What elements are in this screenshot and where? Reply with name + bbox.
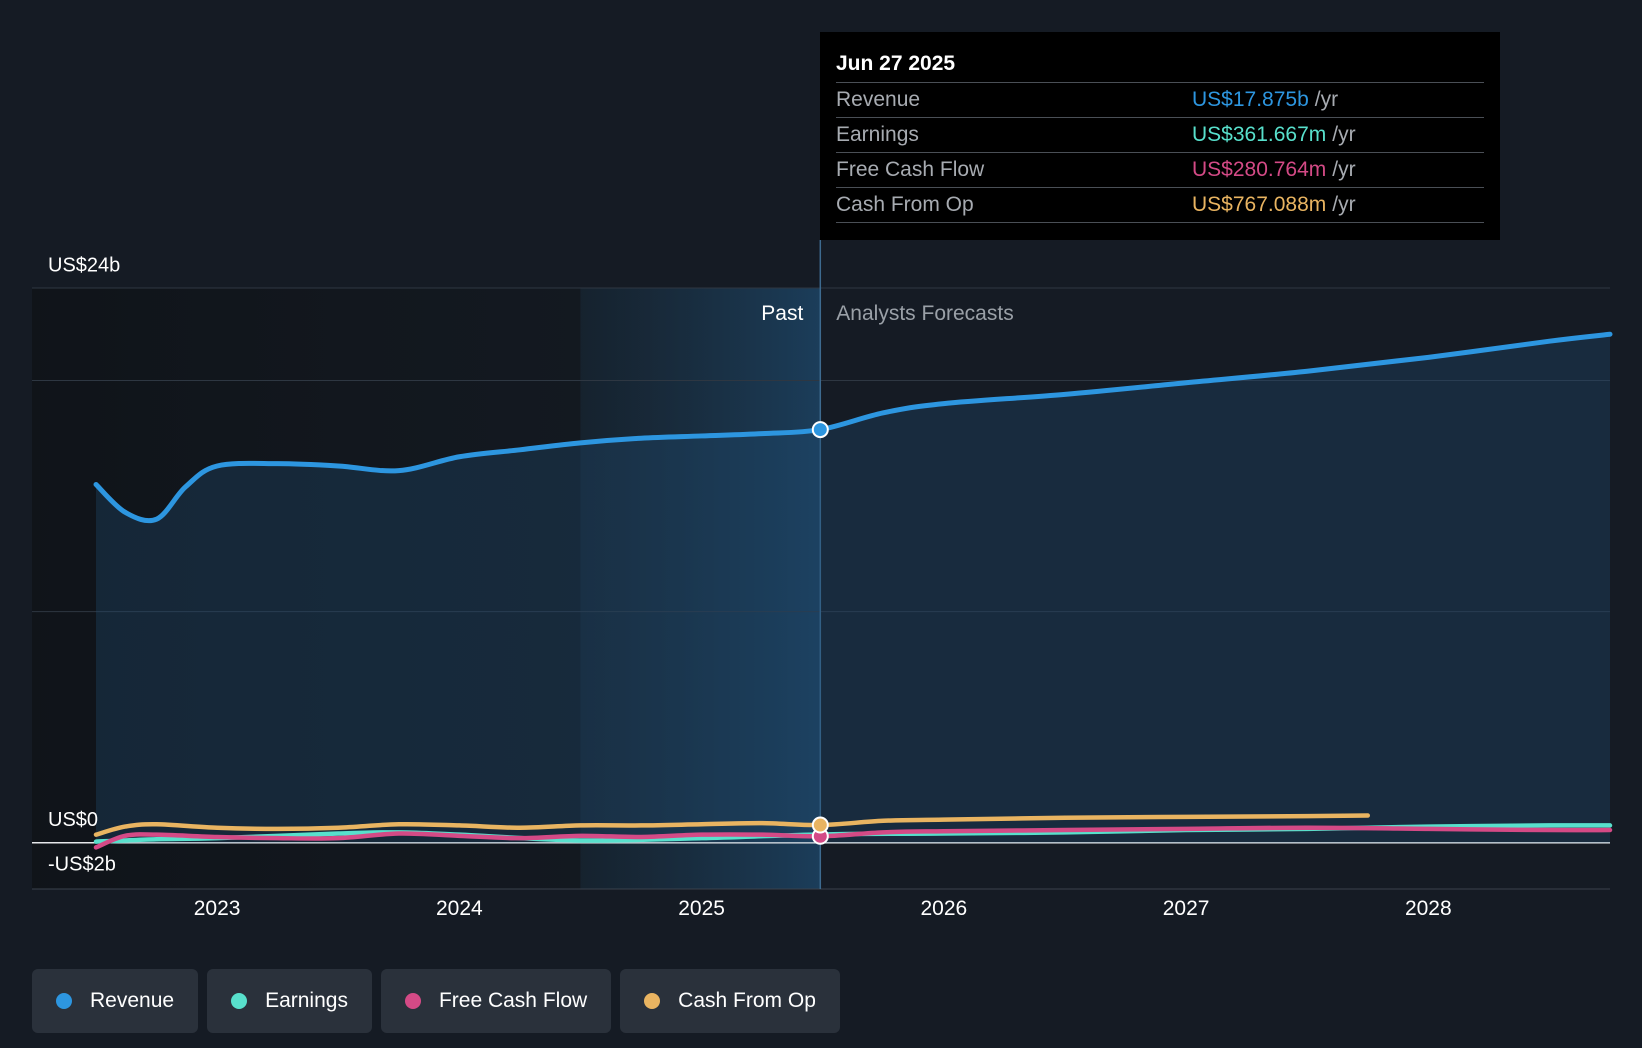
revenue-area [96, 334, 1610, 843]
marker-revenue [811, 421, 829, 439]
x-tick-label: 2027 [1163, 897, 1210, 920]
tooltip-row-fcf: Free Cash Flow US$280.764m /yr [836, 153, 1484, 188]
tooltip-label: Cash From Op [836, 193, 974, 216]
legend-item-free-cash-flow[interactable]: Free Cash Flow [380, 969, 612, 1033]
legend-item-revenue[interactable]: Revenue [32, 969, 199, 1033]
tooltip-unit: /yr [1314, 88, 1339, 111]
tooltip-label: Revenue [836, 88, 921, 111]
tooltip-value: US$361.667m [1192, 123, 1327, 146]
legend-label: Earnings [265, 989, 348, 1012]
tooltip: Jun 27 2025 Revenue US$17.875b /yr Earni… [820, 32, 1500, 240]
x-tick-label: 2025 [678, 897, 725, 920]
legend-dot-icon [644, 993, 661, 1009]
legend-label: Free Cash Flow [438, 989, 588, 1012]
tooltip-date: Jun 27 2025 [836, 46, 1484, 83]
legend-dot-icon [231, 993, 248, 1009]
tooltip-unit: /yr [1332, 158, 1356, 181]
tooltip-row-revenue: Revenue US$17.875b /yr [836, 83, 1484, 118]
legend-item-cash-from-op[interactable]: Cash From Op [620, 969, 840, 1033]
tooltip-unit: /yr [1332, 123, 1356, 146]
legend-dot-icon [404, 993, 421, 1009]
past-label: Past [761, 302, 803, 325]
legend-dot-icon [56, 993, 72, 1009]
legend-label: Cash From Op [678, 989, 816, 1012]
forecast-label: Analysts Forecasts [836, 302, 1013, 325]
series-line-cfo [93, 813, 1371, 837]
highlight-band [580, 288, 821, 889]
tooltip-value: US$767.088m [1192, 193, 1327, 216]
tooltip-label: Free Cash Flow [836, 158, 985, 181]
marker-cfo [811, 816, 829, 834]
x-tick-label: 2026 [920, 897, 967, 920]
legend: Revenue Earnings Free Cash Flow Cash Fro… [32, 969, 840, 1033]
y-tick-label: US$24b [48, 254, 120, 276]
tooltip-unit: /yr [1332, 193, 1356, 216]
tooltip-label: Earnings [836, 123, 919, 146]
series-line-revenue [93, 331, 1613, 524]
tooltip-row-cfo: Cash From Op US$767.088m /yr [836, 188, 1484, 223]
x-tick-label: 2023 [194, 897, 241, 920]
y-tick-label: US$0 [48, 809, 98, 831]
y-tick-label: -US$2b [48, 853, 116, 875]
tooltip-value: US$280.764m [1192, 158, 1327, 181]
series-line-fcf [93, 825, 1613, 850]
tooltip-value: US$17.875b [1192, 88, 1309, 111]
legend-label: Revenue [90, 989, 175, 1012]
x-tick-label: 2024 [436, 897, 483, 920]
tooltip-row-earnings: Earnings US$361.667m /yr [836, 118, 1484, 153]
legend-item-earnings[interactable]: Earnings [207, 969, 372, 1033]
x-tick-label: 2028 [1405, 897, 1452, 920]
